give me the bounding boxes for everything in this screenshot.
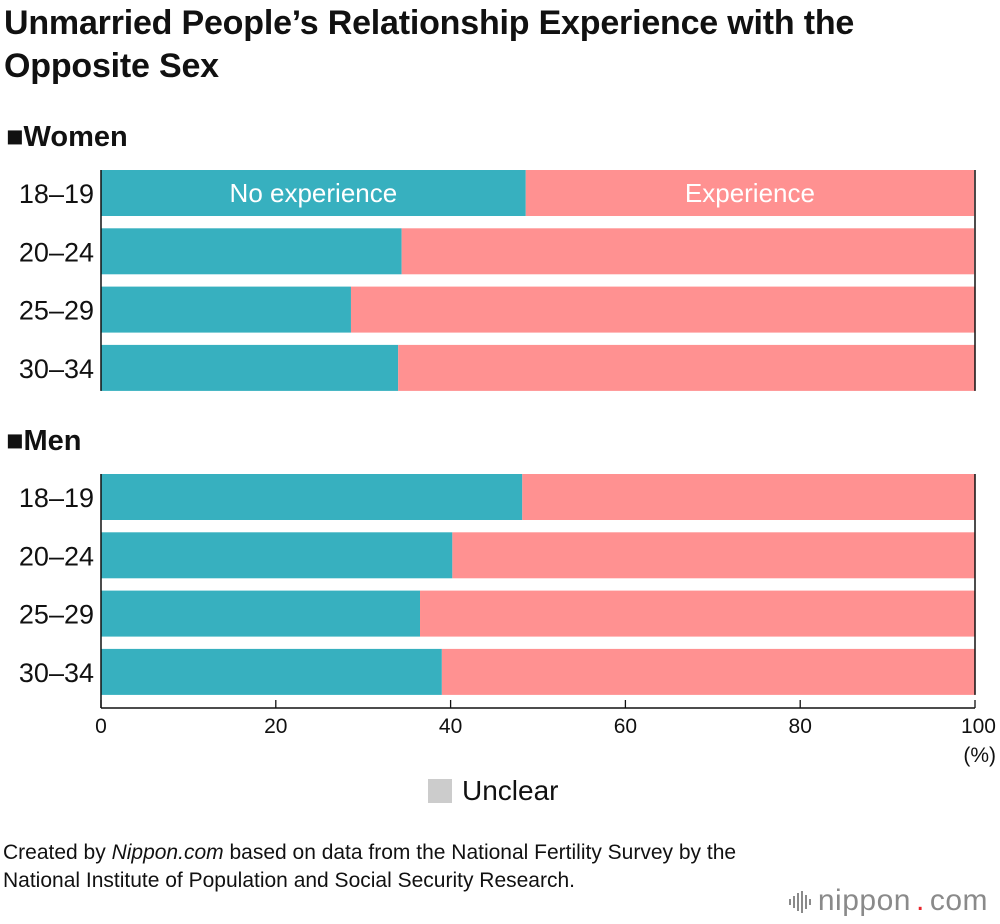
legend-unclear: Unclear (428, 773, 558, 809)
source-prefix: Created by (3, 841, 112, 864)
logo-domain: com (929, 884, 988, 917)
group-label: ■Women (6, 121, 128, 153)
bar-layer (101, 170, 975, 695)
stacked-bar-chart: ■Women 18–19 No experience Experience 20–24 2… (6, 121, 996, 767)
logo-name: nippon (817, 884, 911, 917)
category-label: 20–24 (19, 237, 94, 267)
legend-unclear-swatch (428, 779, 452, 803)
bar-experience (452, 532, 975, 579)
source-site: Nippon.com (111, 841, 224, 864)
bar-experience (441, 648, 975, 695)
logo-dot: . (915, 884, 925, 917)
bar-experience (420, 590, 975, 637)
x-tick-label: 40 (439, 715, 462, 738)
bar-experience (350, 286, 975, 333)
bar-no-experience (101, 286, 351, 333)
x-tick-label: 60 (614, 715, 637, 738)
bar-no-experience (101, 170, 526, 216)
source-note: Created by Nippon.com based on data from… (3, 839, 763, 895)
category-label: 18–19 (19, 483, 94, 513)
bar-experience (525, 170, 975, 216)
x-axis-unit: (%) (963, 744, 996, 767)
series-label-experience: Experience (685, 178, 815, 208)
x-tick-label: 20 (264, 715, 287, 738)
chart-title: Unmarried People’s Relationship Experien… (4, 4, 855, 85)
bar-experience (401, 228, 975, 275)
group-label: ■Men (6, 425, 82, 457)
category-label: 20–24 (19, 541, 94, 571)
x-tick-label: 80 (789, 715, 812, 738)
legend-unclear-label: Unclear (462, 775, 559, 806)
category-label: 18–19 (19, 179, 94, 209)
series-label-no-experience: No experience (230, 178, 398, 208)
bar-no-experience (101, 648, 442, 695)
bar-no-experience (101, 344, 399, 391)
x-axis: 0 20 40 60 80 100 (%) (95, 170, 996, 767)
category-label: 25–29 (19, 600, 94, 630)
category-label: 25–29 (19, 296, 94, 326)
bar-experience (398, 344, 975, 391)
x-tick-label: 0 (95, 715, 107, 738)
bar-no-experience (101, 474, 523, 520)
bar-experience (522, 474, 975, 520)
bar-no-experience (101, 228, 402, 275)
bar-no-experience (101, 590, 421, 637)
nippon-com-logo: nippon. com (788, 884, 988, 918)
nippon-logo-icon (788, 890, 811, 913)
category-label: 30–34 (19, 658, 94, 688)
label-layer: ■Women 18–19 No experience Experience 20–24 2… (6, 121, 815, 688)
category-label: 30–34 (19, 354, 94, 384)
x-tick-label: 100 (961, 715, 996, 738)
bar-no-experience (101, 532, 453, 579)
source-suffix: based on data from the National Fertilit… (3, 841, 737, 892)
